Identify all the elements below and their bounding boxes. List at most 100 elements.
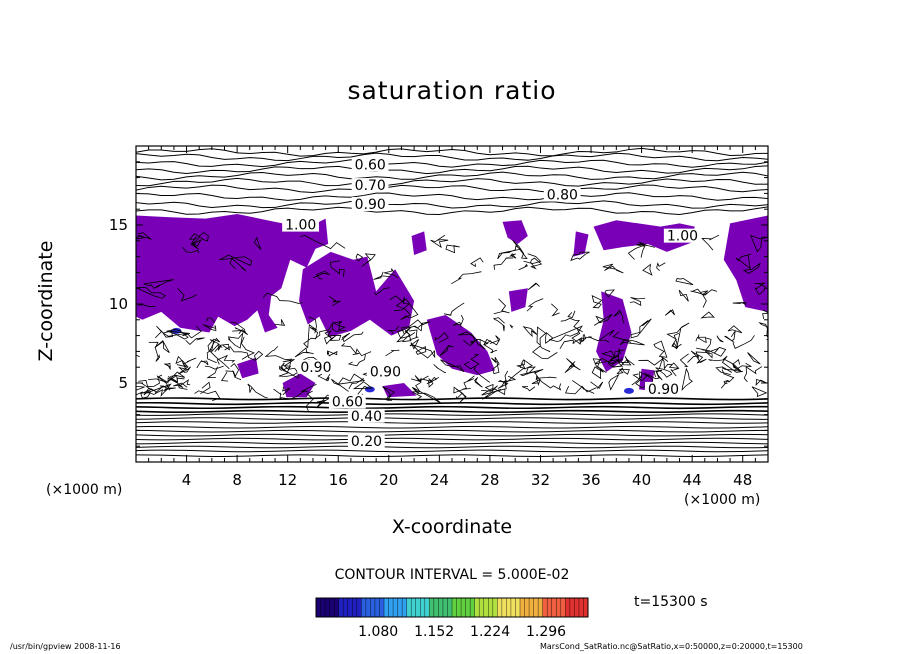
contour-line xyxy=(457,331,476,341)
contour-line xyxy=(136,192,768,201)
contour-line xyxy=(253,236,262,250)
colorbar-segment xyxy=(452,598,458,617)
contour-line xyxy=(551,303,560,317)
colorbar-segment xyxy=(501,598,507,617)
contour-line xyxy=(742,262,761,274)
contour-line xyxy=(411,343,436,359)
supersaturated-region xyxy=(185,236,195,254)
contour-line xyxy=(136,165,768,175)
contour-label: 0.60 xyxy=(355,158,386,174)
contour-line xyxy=(136,200,768,209)
colorbar-segment xyxy=(393,598,399,617)
contour-line xyxy=(545,331,554,344)
contour-line xyxy=(599,329,615,341)
contour-line xyxy=(509,324,514,329)
colorbar-segment xyxy=(569,598,575,617)
contour-line xyxy=(523,253,542,265)
contour-line xyxy=(384,268,399,279)
contour-line xyxy=(136,206,768,216)
contour-label: 0.90 xyxy=(648,382,679,398)
x-tick-label: 24 xyxy=(430,471,449,489)
contour-line xyxy=(361,253,376,267)
contour-label: 0.20 xyxy=(351,434,382,450)
contour-label-bg xyxy=(351,157,389,172)
contour-line xyxy=(214,343,230,352)
contour-line xyxy=(732,335,755,349)
contour-line xyxy=(329,260,345,277)
colorbar-segment xyxy=(320,598,326,617)
contour-line xyxy=(721,355,743,373)
contour-line xyxy=(591,295,603,309)
contour-line xyxy=(136,159,768,168)
contour-line xyxy=(136,405,768,410)
contour-label-bg xyxy=(543,187,581,202)
contour-line xyxy=(701,234,720,251)
x-tick-label: 32 xyxy=(531,471,550,489)
contour-line xyxy=(355,253,364,262)
contour-line xyxy=(196,360,209,369)
contour-line xyxy=(512,239,528,260)
contour-line xyxy=(440,359,465,373)
contour-line xyxy=(136,382,152,396)
contour-line xyxy=(314,322,347,339)
contour-label-bg xyxy=(351,197,389,212)
contour-line xyxy=(638,358,664,369)
contour-label: 0.40 xyxy=(351,409,382,425)
x-tick-label: 20 xyxy=(379,471,398,489)
contour-line xyxy=(136,449,768,453)
contour-line xyxy=(493,298,510,315)
contour-label: 0.60 xyxy=(332,395,363,411)
contour-label: 0.90 xyxy=(370,365,401,381)
contour-line xyxy=(607,348,624,368)
colorbar-segment xyxy=(578,598,584,617)
contour-line xyxy=(690,350,707,364)
contour-line xyxy=(720,369,735,389)
contour-label: 0.70 xyxy=(355,178,386,194)
contour-line xyxy=(138,375,170,391)
contour-line xyxy=(136,401,768,406)
contour-line xyxy=(433,364,446,374)
contour-line xyxy=(548,325,583,343)
contour-label: 0.80 xyxy=(547,188,578,204)
contour-line xyxy=(567,310,576,318)
contour-line xyxy=(445,244,460,254)
contour-line xyxy=(136,437,768,441)
contour-line xyxy=(176,357,197,368)
contour-line xyxy=(504,359,533,384)
contour-label: 1.00 xyxy=(667,229,698,245)
contour-line xyxy=(743,366,763,383)
colorbar-segment xyxy=(329,598,335,617)
contour-line xyxy=(635,241,648,258)
contour-line xyxy=(137,304,156,307)
contour-line xyxy=(264,346,292,361)
contour-line xyxy=(470,257,484,268)
contour-line xyxy=(396,326,412,343)
x-tick-label: 48 xyxy=(733,471,752,489)
colorbar-tick-label: 1.080 xyxy=(358,624,398,640)
colorbar-segment xyxy=(479,598,485,617)
contour-line xyxy=(434,331,449,344)
contour-line xyxy=(716,335,724,343)
contour-line xyxy=(136,421,768,424)
contour-line xyxy=(166,371,185,383)
colorbar-segment xyxy=(583,598,589,617)
contour-line xyxy=(452,314,464,328)
colorbar-segment xyxy=(456,598,462,617)
contour-line xyxy=(656,262,666,272)
contour-line xyxy=(331,378,349,392)
contour-line xyxy=(240,336,256,360)
contour-line xyxy=(136,177,768,187)
contour-line xyxy=(209,339,223,353)
contour-line xyxy=(247,383,253,393)
colorbar-segment xyxy=(379,598,385,617)
contour-line xyxy=(426,376,440,384)
y-tick-label: 10 xyxy=(109,295,128,313)
contour-line xyxy=(279,365,291,373)
contour-line xyxy=(143,387,157,396)
contour-line xyxy=(178,366,191,373)
contour-line xyxy=(704,350,713,359)
contour-line xyxy=(701,346,727,357)
contour-line xyxy=(147,383,172,398)
colorbar-segment xyxy=(533,598,539,617)
contour-line xyxy=(136,383,145,391)
